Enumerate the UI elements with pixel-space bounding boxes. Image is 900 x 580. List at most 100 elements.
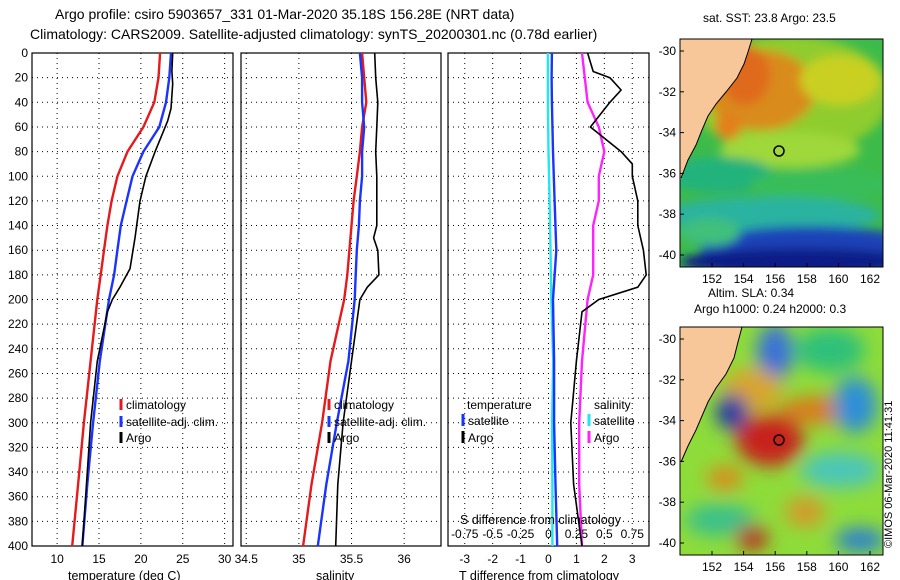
temperature-x-tick-label: 30 (218, 552, 232, 566)
title-line-1: Argo profile: csiro 5903657_331 01-Mar-2… (55, 6, 514, 22)
sst-map-ticks: 152 154 156 158 160 162 -30 -32 -34 -36 -38 -40 (659, 44, 881, 286)
legend-label-s-argo: Argo (594, 431, 620, 445)
difference-x-tick-label: 3 (629, 552, 636, 566)
difference-x2-tick-label: 0.75 (621, 527, 645, 541)
sst-map-frame (679, 38, 884, 268)
title-line-2: Climatology: CARS2009. Satellite-adjuste… (30, 26, 597, 42)
legend-label-t-argo: Argo (468, 431, 494, 445)
curve-layer (71, 52, 648, 547)
temperature-x-label: temperature (deg C) (68, 569, 181, 580)
temperature-y-tick-label: 0 (21, 46, 28, 60)
map-y-tick-label: -38 (659, 207, 677, 221)
tick-layer: 10 15 20 25 30020406080100120140160180200220… (8, 46, 644, 566)
difference-series-t-argo (569, 52, 648, 547)
legend-label-argo: Argo (126, 431, 152, 445)
difference-x2-tick-label: -0.25 (507, 527, 535, 541)
difference-x-tick-label: -2 (487, 552, 498, 566)
salinity-x-tick-label: 35 (292, 552, 306, 566)
temperature-y-tick-label: 360 (8, 490, 28, 504)
difference-series-s-satellite (546, 53, 555, 546)
temperature-x-tick-label: 10 (50, 552, 64, 566)
map-x-tick-label: 154 (734, 272, 754, 286)
difference-x-tick-label: 1 (573, 552, 580, 566)
difference-x-tick-label: 2 (601, 552, 608, 566)
legend-label-satellite: satellite-adj. clim. (334, 415, 426, 429)
temperature-y-tick-label: 380 (8, 514, 28, 528)
temperature-y-tick-label: 340 (8, 465, 28, 479)
temperature-y-tick-label: 200 (8, 293, 28, 307)
temperature-y-tick-label: 320 (8, 440, 28, 454)
map-y-tick-label: -32 (659, 85, 677, 99)
map-y-tick-label: -30 (659, 44, 677, 58)
temperature-series-satellite-adj-clim- (81, 52, 173, 547)
difference-legend: temperature satellite Argo salinity sate… (461, 398, 635, 445)
temperature-x-tick-label: 15 (92, 552, 106, 566)
map-x-tick-label: 162 (860, 560, 880, 574)
map-y-tick-label: -34 (659, 414, 677, 428)
salinity-series-argo (334, 52, 380, 547)
legend-label-climatology: climatology (126, 398, 186, 412)
map-y-tick-label: -38 (659, 495, 677, 509)
map-x-tick-label: 156 (765, 560, 785, 574)
difference-series-s-argo (550, 52, 559, 547)
temperature-x-tick-label: 20 (134, 552, 148, 566)
difference-x-tick-label: -1 (515, 552, 526, 566)
map-y-tick-label: -36 (659, 166, 677, 180)
map-x-tick-label: 152 (702, 560, 722, 574)
map-x-tick-label: 152 (702, 272, 722, 286)
sla-map-title-1: Altim. SLA: 0.34 (708, 286, 794, 300)
map-x-tick-label: 158 (797, 560, 817, 574)
legend-header-salinity: salinity (594, 398, 631, 412)
temperature-x-tick-label: 25 (176, 552, 190, 566)
temperature-y-tick-label: 60 (15, 120, 29, 134)
temperature-y-tick-label: 240 (8, 342, 28, 356)
temperature-y-tick-label: 220 (8, 317, 28, 331)
map-y-tick-label: -40 (659, 536, 677, 550)
difference-x2-tick-label: 0.25 (565, 527, 589, 541)
difference-x2-tick-label: -0.75 (451, 527, 479, 541)
difference-x-label: T difference from climatology (459, 569, 620, 580)
sla-map-frame (679, 326, 884, 556)
map-x-tick-label: 160 (828, 272, 848, 286)
map-y-tick-label: -30 (659, 332, 677, 346)
temperature-legend: climatology satellite-adj. clim. Argo (119, 398, 218, 445)
grid-layer (32, 53, 649, 546)
map-x-tick-label: 156 (765, 272, 785, 286)
temperature-y-tick-label: 140 (8, 219, 28, 233)
legend-label-t-satellite: satellite (468, 414, 509, 428)
temperature-y-tick-label: 40 (15, 95, 29, 109)
map-x-tick-label: 158 (797, 272, 817, 286)
sst-argo-marker (773, 145, 785, 157)
legend-label-climatology: climatology (334, 398, 394, 412)
temperature-y-tick-label: 20 (15, 71, 29, 85)
temperature-y-tick-label: 160 (8, 243, 28, 257)
difference-x2-tick-label: 0 (545, 527, 552, 541)
legend-label-argo: Argo (334, 431, 360, 445)
map-x-tick-label: 160 (828, 560, 848, 574)
temperature-y-tick-label: 300 (8, 416, 28, 430)
salinity-x-label: salinity (316, 569, 355, 580)
salinity-series-satellite-adj-clim- (316, 52, 366, 547)
map-y-tick-label: -32 (659, 373, 677, 387)
map-y-tick-label: -36 (659, 454, 677, 468)
sst-map-image (680, 39, 883, 267)
sst-coastline (680, 39, 753, 179)
sla-map-title-2: Argo h1000: 0.24 h2000: 0.3 (694, 302, 846, 316)
difference-x-tick-label: 0 (545, 552, 552, 566)
legend-header-temperature: temperature (467, 398, 532, 412)
salinity-x-tick-label: 35.5 (340, 552, 364, 566)
map-y-tick-label: -34 (659, 126, 677, 140)
sst-map-title: sat. SST: 23.8 Argo: 23.5 (703, 11, 836, 25)
legend-label-s-satellite: satellite (594, 414, 635, 428)
temperature-y-tick-label: 260 (8, 366, 28, 380)
salinity-x-tick-label: 36 (397, 552, 411, 566)
sla-coastline (680, 327, 743, 463)
temperature-y-tick-label: 400 (8, 539, 28, 553)
difference-x2-label: S difference from climatology (460, 513, 622, 527)
temperature-y-tick-label: 120 (8, 194, 28, 208)
salinity-x-tick-label: 34.5 (235, 552, 259, 566)
map-x-tick-label: 162 (860, 272, 880, 286)
salinity-legend: climatology satellite-adj. clim. Argo (327, 398, 426, 445)
legend-label-satellite: satellite-adj. clim. (126, 415, 218, 429)
